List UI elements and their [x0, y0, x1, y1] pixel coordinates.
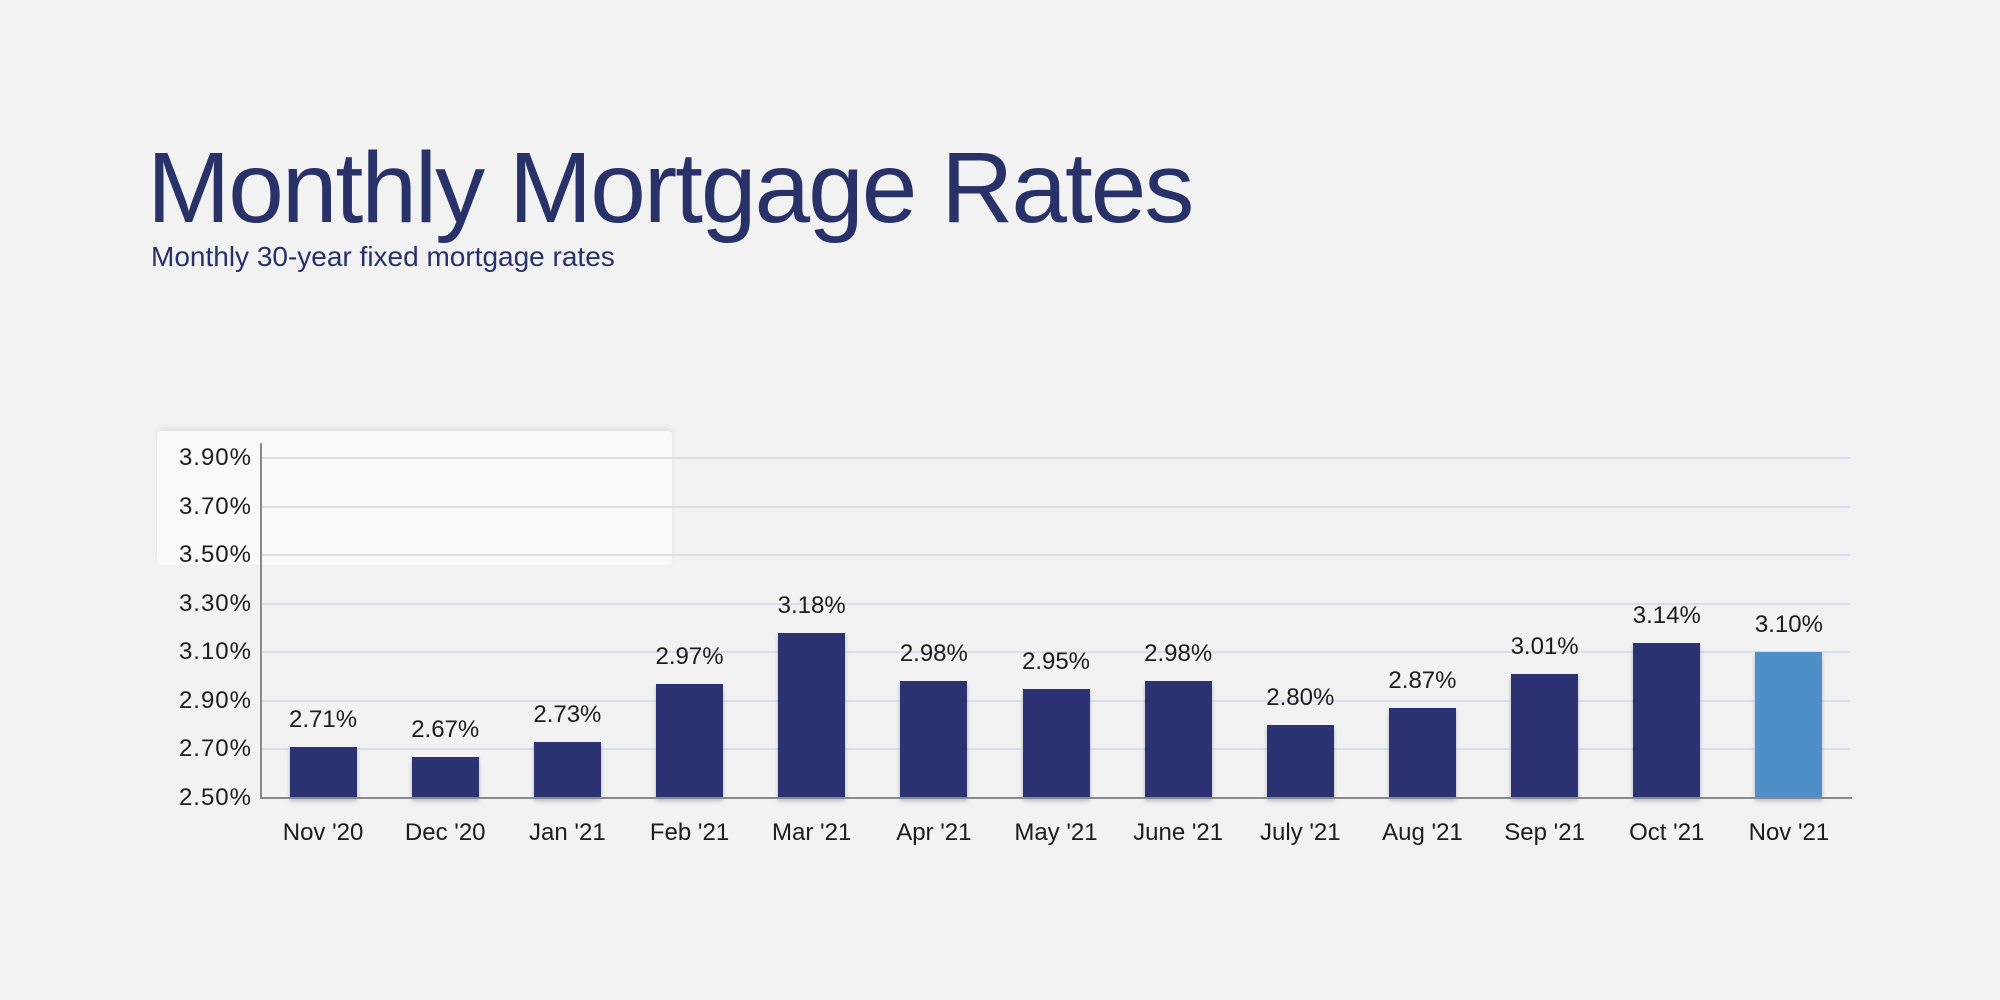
y-axis-tick-label: 3.10%	[178, 638, 252, 666]
gridline	[262, 602, 1850, 605]
bar-value-label-sep-21: 3.01%	[1510, 633, 1579, 661]
y-axis-tick-label: 3.70%	[178, 492, 252, 520]
x-axis-line	[260, 797, 1852, 799]
bar-feb-21	[656, 683, 724, 798]
x-axis-tick-label-nov-20: Nov '20	[282, 819, 364, 846]
bar-value-label-dec-20: 2.67%	[411, 715, 480, 743]
y-axis-tick-label: 3.30%	[178, 589, 252, 617]
bar-value-label-feb-21: 2.97%	[655, 642, 724, 670]
x-axis-tick-label-dec-20: Dec '20	[404, 819, 486, 846]
x-axis-tick-label-oct-21: Oct '21	[1629, 819, 1705, 846]
x-axis-tick-label-apr-21: Apr '21	[896, 819, 972, 846]
bar-value-label-mar-21: 3.18%	[777, 591, 846, 619]
bar-value-label-nov-21: 3.10%	[1754, 611, 1823, 639]
chart-background-panel	[157, 431, 672, 565]
bar-june-21	[1144, 681, 1212, 798]
bar-value-label-may-21: 2.95%	[1021, 647, 1091, 675]
bar-dec-20	[411, 756, 479, 798]
x-axis-tick-label-may-21: May '21	[1014, 819, 1098, 846]
bar-value-label-oct-21: 3.14%	[1632, 601, 1701, 629]
page-subtitle: Monthly 30-year fixed mortgage rates	[151, 241, 615, 272]
x-axis-tick-label-july-21: July '21	[1259, 819, 1341, 846]
gridline	[262, 505, 1850, 508]
y-axis-tick-label: 2.90%	[178, 686, 252, 714]
y-axis-tick-label: 3.50%	[178, 541, 252, 569]
bar-value-label-aug-21: 2.87%	[1388, 667, 1457, 695]
bar-july-21	[1266, 725, 1334, 798]
x-axis-tick-label-mar-21: Mar '21	[772, 819, 852, 846]
bar-value-label-july-21: 2.80%	[1266, 684, 1335, 712]
gridline	[262, 554, 1850, 557]
bar-nov-21	[1755, 652, 1823, 798]
bar-apr-21	[900, 681, 968, 798]
x-axis-tick-label-jan-21: Jan '21	[529, 819, 606, 846]
bar-aug-21	[1388, 708, 1456, 798]
gridline	[262, 457, 1850, 459]
bar-jan-21	[533, 742, 601, 798]
y-axis-line	[260, 443, 262, 799]
bar-oct-21	[1633, 642, 1701, 798]
x-axis-tick-label-aug-21: Aug '21	[1382, 819, 1463, 846]
bar-value-label-june-21: 2.98%	[1144, 640, 1213, 668]
page-title: Monthly Mortgage Rates	[147, 132, 1194, 244]
y-axis-tick-label: 2.50%	[178, 784, 252, 811]
bar-may-21	[1022, 688, 1090, 798]
bar-nov-20	[289, 747, 357, 798]
x-axis-tick-label-sep-21: Sep '21	[1504, 819, 1585, 846]
bar-mar-21	[778, 632, 846, 798]
bar-value-label-jan-21: 2.73%	[533, 701, 602, 729]
y-axis-tick-label: 2.70%	[178, 735, 252, 763]
bar-sep-21	[1511, 674, 1579, 798]
x-axis-tick-label-feb-21: Feb '21	[649, 819, 730, 846]
bar-value-label-nov-20: 2.71%	[289, 706, 358, 733]
x-axis-tick-label-june-21: June '21	[1133, 819, 1224, 846]
x-axis-tick-label-nov-21: Nov '21	[1748, 819, 1830, 846]
gridline	[262, 651, 1850, 654]
bar-value-label-apr-21: 2.98%	[899, 640, 968, 668]
y-axis-tick-label: 3.90%	[178, 444, 252, 471]
